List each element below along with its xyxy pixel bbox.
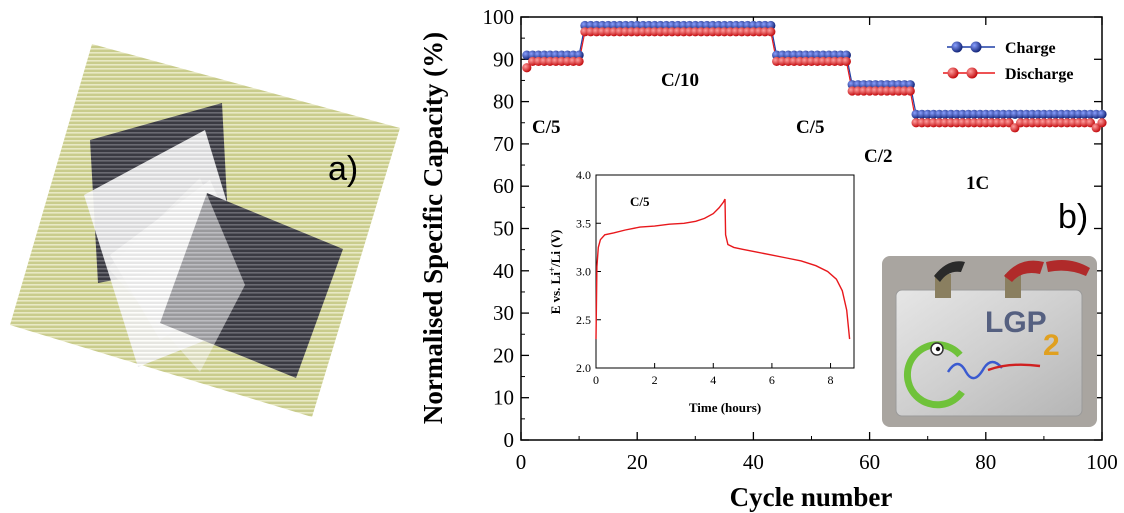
inset-x-tick-label: 8: [828, 373, 834, 387]
y-tick-label: 70: [493, 132, 514, 156]
cell-tabs-and-clips: [934, 260, 1090, 298]
legend-charge-label: Charge: [1005, 40, 1056, 57]
y-tick-label: 50: [493, 217, 514, 241]
y-tick-label: 100: [483, 5, 515, 29]
inset-voltage-curve: [595, 198, 851, 340]
x-axis-title: Cycle number: [730, 482, 893, 512]
inset-y-tick-label: 4.0: [576, 168, 591, 182]
inset-x-tick-label: 2: [652, 373, 658, 387]
panel-b-photo: LGP 2: [882, 256, 1097, 427]
inset-axis-ticks: 0 2 4 6 8 2.0 2.5 3.0 3.5 4.0: [576, 168, 834, 387]
y-tick-label: 30: [493, 301, 514, 325]
charge-point: [841, 50, 851, 60]
inset-y-axis-title: E vs. Li+/Li (V): [547, 230, 563, 315]
y-axis-title: Normalised Specific Capacity (%): [418, 32, 448, 424]
rate-label-c2: C/2: [864, 146, 893, 167]
charge-point: [766, 20, 776, 31]
legend-item-discharge: Discharge: [943, 66, 1073, 83]
panel-b-label: b): [1058, 198, 1088, 236]
y-tick-label: 0: [504, 428, 515, 452]
legend-discharge-label: Discharge: [1005, 66, 1073, 83]
charge-point: [905, 80, 915, 90]
x-tick-label: 60: [859, 450, 880, 474]
inset-y-tick-label: 2.5: [576, 313, 591, 327]
inset-x-axis-title: Time (hours): [689, 400, 761, 415]
x-tick-label: 40: [743, 450, 764, 474]
rate-label-c5-first: C/5: [532, 117, 561, 138]
discharge-point: [522, 63, 532, 73]
inset-x-tick-label: 0: [593, 373, 599, 387]
y-tick-label: 90: [493, 47, 514, 71]
inset-annotation-c5: C/5: [630, 194, 650, 209]
main-data-series: [522, 20, 1107, 133]
legend-item-charge: Charge: [947, 40, 1056, 57]
y-tick-label: 80: [493, 90, 514, 114]
discharge-point: [574, 56, 584, 67]
x-tick-label: 0: [516, 450, 527, 474]
legend: Charge Discharge: [943, 40, 1073, 83]
rate-label-c10: C/10: [661, 70, 699, 91]
y-tick-label: 60: [493, 174, 514, 198]
discharge-point: [1097, 118, 1107, 128]
legend-charge-marker-2: [970, 41, 982, 53]
inset-x-tick-label: 4: [710, 373, 716, 387]
x-tick-label: 20: [627, 450, 648, 474]
pouch-cell: [895, 289, 1083, 417]
discharge-point: [905, 86, 915, 96]
discharge-point: [841, 56, 851, 67]
discharge-point: [766, 27, 776, 37]
inset-y-tick-label: 3.5: [576, 216, 591, 230]
legend-discharge-marker-2: [966, 67, 978, 79]
y-tick-label: 10: [493, 386, 514, 410]
white-separator-sheet-3: [108, 178, 245, 372]
game-logo-icon: [903, 341, 1041, 409]
x-tick-label: 100: [1086, 450, 1118, 474]
legend-charge-marker: [951, 41, 963, 53]
x-tick-label: 80: [975, 450, 996, 474]
charge-point: [574, 50, 584, 60]
inset-x-tick-label: 6: [769, 373, 775, 387]
y-tick-label: 40: [493, 259, 514, 283]
panel-a-label: a): [328, 150, 358, 188]
legend-discharge-marker: [947, 67, 959, 79]
inset-y-tick-label: 2.0: [576, 361, 591, 375]
inset-y-tick-label: 3.0: [576, 265, 591, 279]
y-tick-label: 20: [493, 343, 514, 367]
inset-chart: 0 2 4 6 8 2.0 2.5 3.0 3.5 4.0 C/5 Time (hours) E …: [547, 168, 865, 430]
lgp-logo-superscript: 2: [1043, 329, 1060, 362]
panel-a-photo: [10, 44, 400, 417]
rate-label-c5-second: C/5: [796, 117, 825, 138]
rate-label-1c: 1C: [966, 173, 989, 194]
charge-point: [1097, 109, 1107, 119]
lgp-logo-text: LGP: [985, 306, 1047, 339]
inset-background: [556, 170, 865, 430]
